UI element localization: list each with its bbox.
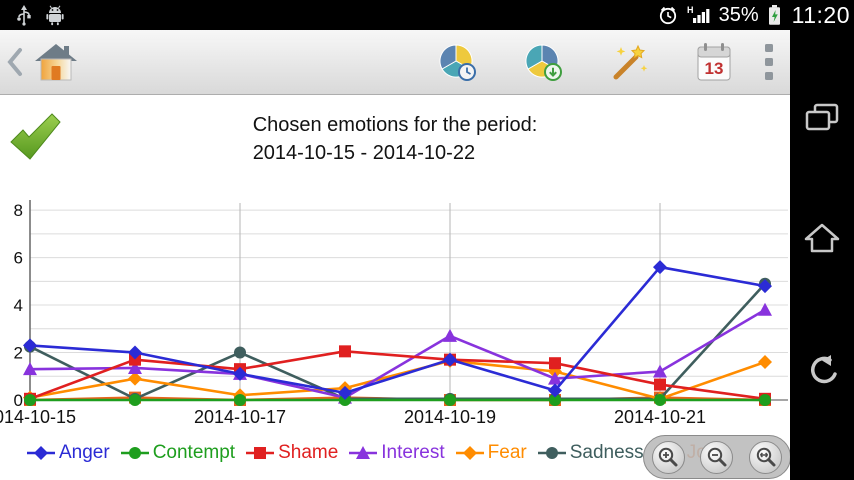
- nav-home-button[interactable]: [804, 222, 840, 254]
- legend-item-sadness: Sadness: [537, 442, 644, 464]
- toolbar-actions: 13: [436, 41, 734, 83]
- legend-label: Contempt: [152, 442, 236, 463]
- emotions-line-chart: 0 2 4 6 8 2014-10-15 2014-10-17 2014-10-19 2014-…: [0, 200, 788, 427]
- legend-item-fear: Fear: [455, 442, 527, 464]
- legend-marker-circle-icon: [537, 447, 566, 459]
- legend-label: Anger: [59, 442, 110, 463]
- battery-percent: 35%: [718, 3, 759, 26]
- zoom-in-button[interactable]: [651, 440, 685, 474]
- nav-back-icon: [811, 355, 837, 384]
- usb-icon: [17, 5, 31, 26]
- recent-apps-button[interactable]: [804, 102, 840, 134]
- pie-chart-clock-icon: [439, 44, 476, 81]
- back-chevron-icon: [7, 48, 22, 76]
- main-panel: Chosen emotions for the period: 2014-10-…: [0, 95, 790, 480]
- zoom-out-icon: [707, 447, 727, 467]
- svg-text:8: 8: [14, 201, 23, 220]
- legend-label: Sadness: [569, 442, 644, 463]
- network-type: H: [687, 5, 694, 15]
- alarm-icon: [659, 6, 676, 25]
- legend-marker-circle-icon: [120, 447, 149, 459]
- recent-apps-icon: [805, 103, 839, 131]
- pie-chart-download-icon: [525, 44, 562, 81]
- svg-text:2014-10-17: 2014-10-17: [194, 407, 286, 427]
- zoom-in-icon: [659, 447, 678, 467]
- green-checkmark-icon: [10, 113, 61, 160]
- legend-marker-diamond-icon: [27, 446, 55, 460]
- calendar-icon: 13: [697, 43, 731, 81]
- chart-area[interactable]: 0 2 4 6 8 2014-10-15 2014-10-17 2014-10-19 2014-…: [0, 195, 790, 435]
- pie-chart-clock-button[interactable]: [436, 41, 478, 83]
- status-bar-right: H 35% 11:20: [657, 2, 850, 29]
- zoom-fit-button[interactable]: [749, 440, 783, 474]
- zoom-controls: [643, 435, 790, 479]
- legend-label: Fear: [487, 442, 527, 463]
- svg-text:2014-10-21: 2014-10-21: [614, 407, 706, 427]
- back-button[interactable]: [2, 34, 28, 90]
- magic-wand-button[interactable]: [608, 41, 650, 83]
- home-icon: [35, 44, 77, 81]
- home-button[interactable]: [28, 34, 84, 90]
- page-title-line2: 2014-10-15 - 2014-10-22: [252, 142, 476, 164]
- legend-marker-diamond-icon: [455, 446, 484, 460]
- svg-text:4: 4: [14, 296, 23, 315]
- calendar-day-number: 13: [705, 59, 724, 78]
- pie-chart-download-button[interactable]: [522, 41, 564, 83]
- legend-marker-square-icon: [246, 447, 275, 459]
- signal-icon: H: [687, 5, 710, 23]
- legend-item-interest: Interest: [348, 442, 445, 464]
- nav-home-icon: [804, 223, 840, 253]
- svg-text:2014-10-19: 2014-10-19: [404, 407, 496, 427]
- svg-text:0: 0: [14, 391, 23, 410]
- svg-text:2014-10-15: 2014-10-15: [0, 407, 76, 427]
- status-bar-left: [14, 4, 66, 26]
- legend-marker-triangle-icon: [349, 446, 378, 459]
- legend-item-anger: Anger: [26, 442, 110, 464]
- calendar-button[interactable]: 13: [694, 41, 734, 83]
- legend-item-contempt: Contempt: [120, 442, 235, 464]
- zoom-out-button[interactable]: [700, 440, 734, 474]
- zoom-fit-icon: [756, 447, 776, 467]
- clock-time: 11:20: [791, 1, 850, 28]
- magic-wand-icon: [613, 44, 648, 80]
- battery-charging-icon: [768, 5, 780, 25]
- overflow-menu-icon: [765, 44, 773, 80]
- app-content: 13: [0, 30, 790, 480]
- nav-back-button[interactable]: [805, 354, 839, 388]
- svg-text:2: 2: [14, 344, 23, 363]
- legend-item-shame: Shame: [245, 442, 338, 464]
- page-title: Chosen emotions for the period: 2014-10-…: [253, 111, 538, 167]
- android-nav-bar: [790, 30, 854, 480]
- overflow-menu-button[interactable]: [764, 42, 774, 82]
- status-bar: H 35% 11:20: [0, 0, 854, 30]
- svg-text:6: 6: [14, 249, 23, 268]
- legend-label: Interest: [381, 442, 445, 463]
- legend-label: Shame: [278, 442, 339, 463]
- android-debug-icon: [46, 5, 64, 26]
- page-title-line1: Chosen emotions for the period:: [252, 114, 538, 136]
- app-toolbar: 13: [0, 30, 790, 95]
